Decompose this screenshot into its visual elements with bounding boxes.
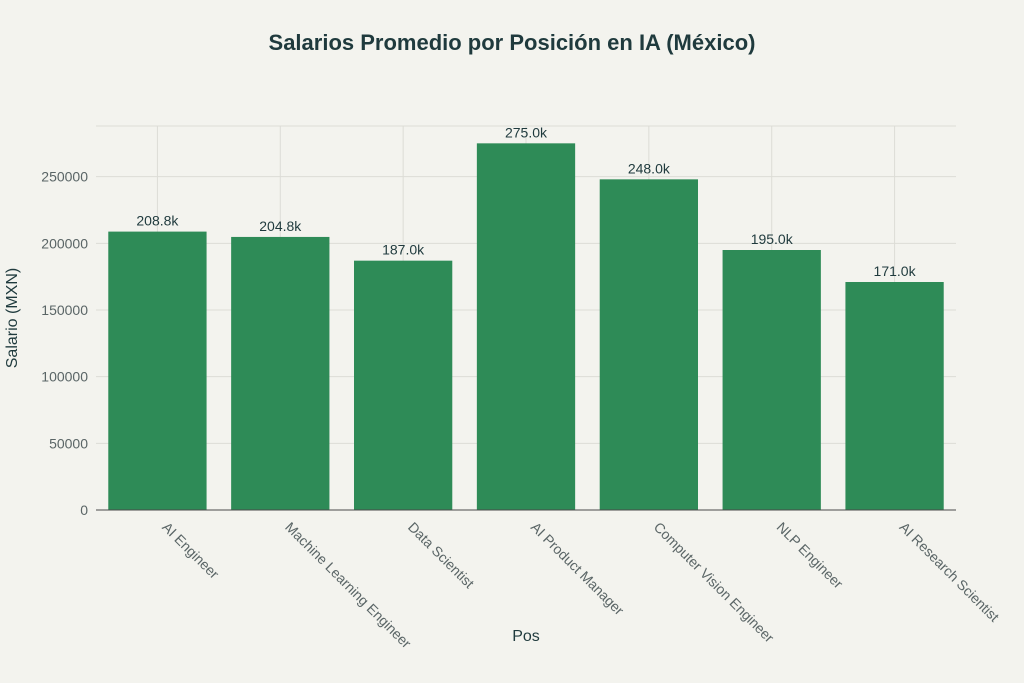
x-axis: AI Engineer Machine Learning EngineerData… [96,509,1002,652]
data-label: 204.8k [259,218,302,234]
data-label: 187.0k [382,242,425,258]
x-tick-label: Data Scientist [405,519,477,591]
data-label: 195.0k [751,231,794,247]
y-tick-label: 0 [80,502,88,518]
bar [231,236,330,510]
y-tick-label: 200000 [41,235,88,251]
y-tick-label: 50000 [49,435,88,451]
x-tick-label: NLP Engineer [774,519,847,592]
y-axis: 0 50000 100000 150000 200000 250000 [41,169,88,518]
y-tick-label: 150000 [41,302,88,318]
x-tick-label: AI Engineer [159,519,222,582]
x-tick-label: AI Research Scientist [896,519,1002,625]
x-tick-label: Machine Learning Engineer [282,519,415,652]
bar [354,260,453,510]
bars [108,143,944,511]
y-tick-label: 100000 [41,369,88,385]
bar [722,250,821,510]
data-label: 171.0k [874,263,917,279]
data-label: 248.0k [628,160,671,176]
x-tick-label: AI Product Manager [528,519,628,619]
bar [476,143,576,511]
chart-title: Salarios Promedio por Posición en IA (Mé… [269,30,756,55]
y-tick-label: 250000 [41,169,88,185]
data-label: 275.0k [505,124,548,140]
y-axis-title: Salario (MXN) [4,268,21,368]
x-axis-title: Pos [512,628,540,645]
data-labels: 208.8k 204.8k 187.0k 275.0k 248.0k 195.0k 171.… [136,124,916,279]
bar [108,231,207,510]
bar [845,282,944,510]
data-label: 208.8k [136,213,179,229]
bar [599,179,698,511]
x-tick-label: Computer Vision Engineer [651,519,778,646]
